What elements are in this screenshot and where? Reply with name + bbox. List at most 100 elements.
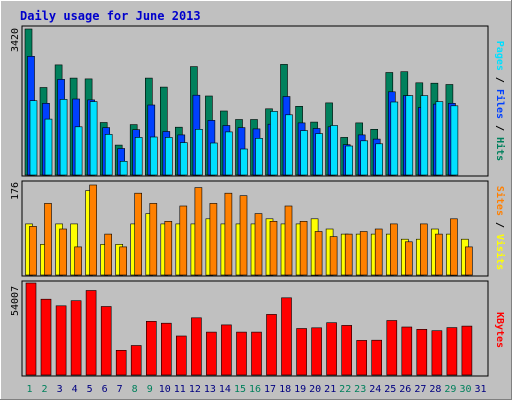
- x-label-day: 30: [459, 384, 471, 395]
- pages-bar: [134, 137, 143, 176]
- pages-bar: [165, 137, 173, 176]
- legend-top: Pages / Files / Hits: [494, 41, 506, 161]
- x-label-day: 26: [399, 384, 411, 395]
- x-label-day: 8: [132, 384, 138, 395]
- kbytes-bar: [146, 320, 157, 376]
- pages-bar: [119, 161, 128, 176]
- chart-title: Daily usage for June 2013: [20, 9, 201, 23]
- ymax-label-middle: 176: [10, 182, 21, 200]
- x-label-day: 29: [444, 384, 456, 395]
- x-label-day: 24: [369, 384, 381, 395]
- legend-entry: /: [494, 216, 505, 234]
- x-label-day: 6: [102, 384, 108, 395]
- pages-bar: [225, 131, 233, 176]
- kbytes-bar: [401, 326, 413, 376]
- sites-bar: [419, 223, 428, 276]
- x-label-day: 19: [294, 384, 306, 395]
- x-label-day: 23: [354, 384, 366, 395]
- pages-bar: [59, 99, 68, 176]
- sites-bar: [344, 233, 353, 276]
- pages-bar: [29, 100, 38, 176]
- sites-bar: [389, 223, 398, 276]
- bar-marks: [24, 28, 473, 376]
- pages-bar: [450, 105, 459, 176]
- legend-entry: /: [494, 71, 505, 89]
- pages-bar: [255, 138, 263, 176]
- x-label-day: 2: [41, 384, 47, 395]
- pages-bar: [240, 148, 248, 176]
- kbytes-bar: [85, 290, 97, 376]
- kbytes-bar: [206, 331, 217, 376]
- legend-entry: Hits: [494, 137, 506, 161]
- sites-bar: [374, 228, 383, 276]
- pages-bar: [390, 101, 399, 176]
- sites-bar: [194, 187, 203, 276]
- kbytes-bar: [70, 300, 82, 376]
- sites-bar: [465, 246, 473, 276]
- sites-bar: [104, 233, 112, 276]
- kbytes-bar: [461, 325, 473, 376]
- sites-bar: [164, 221, 173, 276]
- sites-bar: [149, 203, 158, 276]
- kbytes-bar: [386, 320, 398, 376]
- x-label-day: 17: [264, 384, 276, 395]
- kbytes-bar: [281, 297, 292, 376]
- pages-bar: [420, 95, 429, 176]
- x-label-day: 9: [147, 384, 153, 395]
- x-label-day: 12: [189, 384, 201, 395]
- x-label-day: 11: [174, 384, 186, 395]
- sites-bar: [59, 228, 67, 276]
- x-label-day: 4: [72, 384, 78, 395]
- pages-bar: [195, 129, 203, 176]
- x-label-day: 31: [474, 384, 486, 395]
- kbytes-bar: [431, 330, 443, 376]
- sites-bar: [29, 226, 37, 276]
- pages-bar: [300, 130, 308, 176]
- x-label-day: 22: [339, 384, 351, 395]
- sites-bar: [284, 205, 293, 276]
- pages-bar: [375, 143, 384, 176]
- legend-entry: Visits: [494, 234, 506, 270]
- sites-bar: [435, 233, 443, 276]
- kbytes-bar: [416, 328, 428, 376]
- legend-entry: Sites: [494, 186, 506, 216]
- kbytes-bar: [115, 349, 127, 376]
- x-label-day: 27: [414, 384, 426, 395]
- x-label-day: 1: [26, 384, 32, 395]
- pages-bar: [150, 136, 158, 176]
- pages-bar: [180, 142, 188, 176]
- right-legends: Pages / Files / Hits Sites / Visits KBytes: [494, 41, 506, 348]
- x-label-day: 16: [249, 384, 261, 395]
- x-label-day: 5: [87, 384, 93, 395]
- sites-bar: [314, 231, 323, 276]
- legend-entry: Pages: [494, 41, 505, 71]
- sites-bar: [74, 246, 82, 276]
- sites-bar: [44, 203, 52, 276]
- x-axis-labels: 1 2 3 4 5 6 7 8 9 10 11 12 13 14 15 16 17 18 19 20 21 22 23 24 2…: [26, 384, 486, 395]
- legend-entry: /: [494, 119, 505, 137]
- pages-bar: [405, 95, 414, 176]
- sites-bar: [404, 241, 413, 276]
- kbytes-bar: [130, 345, 142, 376]
- sites-bar: [119, 246, 127, 276]
- pages-bar: [435, 101, 444, 176]
- legend-bottom: KBytes: [494, 312, 505, 348]
- sites-bar: [134, 192, 142, 276]
- pages-bar: [210, 142, 218, 176]
- kbytes-bar: [191, 317, 202, 376]
- kbytes-bar: [446, 327, 458, 376]
- kbytes-bar: [326, 322, 337, 376]
- kbytes-bar: [40, 298, 52, 376]
- pages-bar: [360, 140, 369, 176]
- kbytes-bar: [371, 339, 383, 376]
- x-label-day: 25: [384, 384, 396, 395]
- kbytes-bar: [266, 314, 277, 376]
- pages-bar: [270, 111, 278, 176]
- sites-bar: [329, 236, 338, 276]
- ymax-label-top: 3420: [10, 28, 21, 52]
- x-label-day: 10: [159, 384, 171, 395]
- kbytes-bar: [356, 340, 368, 376]
- x-label-day: 20: [309, 384, 321, 395]
